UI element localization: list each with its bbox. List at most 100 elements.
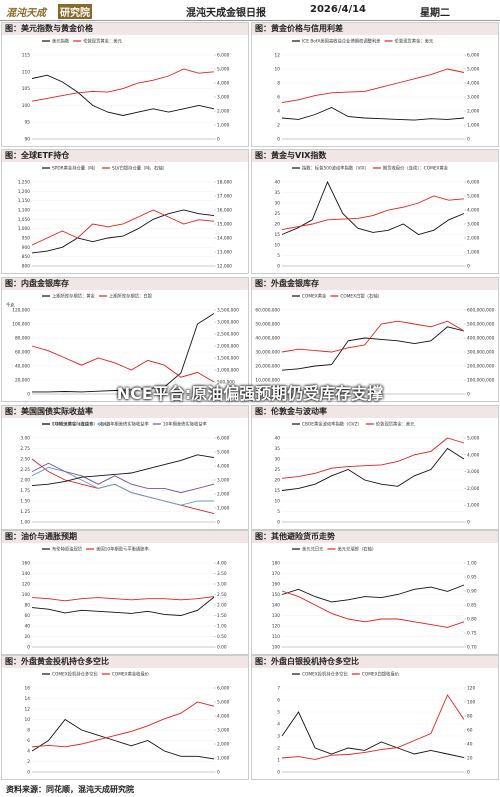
y2-tick-label: 13,000 bbox=[217, 250, 232, 256]
chart: 0 10,000,000 20,000,000 30,000,000 40,000,00… bbox=[255, 293, 495, 398]
series-line bbox=[31, 718, 215, 760]
y-tick-label: 30 bbox=[275, 201, 281, 207]
y2-tick-label: 3,000 bbox=[217, 478, 230, 484]
chart-panel: 图：美国国债实际收益率 1.00 1.25 1.50 1.75 2.00 2.25 2.50 2… bbox=[1, 405, 249, 530]
series-line bbox=[281, 694, 465, 760]
chart-title: 图：黄金与VIX指数 bbox=[252, 150, 498, 162]
y-tick-label: 2.75 bbox=[20, 446, 30, 452]
chart-panel: 图：美元指数与黄金价格 90 95 100 105 110 115 0 1,000 2,000 3,… bbox=[1, 22, 249, 147]
series-line bbox=[31, 596, 215, 602]
y-tick-label: 95 bbox=[25, 120, 31, 126]
y-tick-label: 180 bbox=[272, 561, 280, 567]
y-tick-label: 40,000 bbox=[15, 364, 30, 370]
chart-title: 图：油价与通胀预期 bbox=[2, 531, 248, 543]
chart-title: 图：伦敦金与波动率 bbox=[252, 406, 498, 418]
y-tick-label: 5 bbox=[277, 509, 280, 515]
y-tick-label: 35 bbox=[275, 190, 281, 196]
y-tick-label: 20 bbox=[275, 478, 281, 484]
y2-tick-label: 2,000 bbox=[467, 109, 480, 115]
y2-tick-label: 0.75 bbox=[467, 631, 477, 637]
y-tick-label: 20,000 bbox=[15, 378, 30, 384]
y2-tick-label: 500,000 bbox=[217, 380, 235, 386]
y2-tick-label: 1,000 bbox=[467, 503, 480, 509]
y-tick-label: 3 bbox=[277, 734, 280, 740]
y2-tick-label: 5,000 bbox=[467, 436, 480, 442]
y2-tick-label: 1,000 bbox=[467, 250, 480, 256]
legend-label: COMEX白银（右轴） bbox=[340, 293, 382, 300]
y-tick-label: 1,150 bbox=[18, 198, 31, 204]
y-tick-label: 6 bbox=[27, 738, 30, 744]
series-line bbox=[31, 466, 214, 506]
y-tick-label: 60,000 bbox=[15, 350, 30, 356]
y2-tick-label: 1.50 bbox=[217, 613, 227, 619]
y2-tick-label: 0 bbox=[217, 770, 220, 776]
y2-tick-label: 0 bbox=[467, 520, 470, 526]
chart: 800 850 900 950 1,000 1,050 1,100 1,150 1,200 1,2… bbox=[18, 165, 233, 270]
y2-tick-label: 0 bbox=[217, 392, 220, 398]
y-tick-label: 3.00 bbox=[20, 436, 30, 442]
y2-tick-label: 20 bbox=[467, 756, 473, 762]
y-tick-label: 20 bbox=[275, 222, 281, 228]
chart-panel: 图：黄金与VIX指数 0 5 10 15 20 25 30 35 40 0 1,000 2,000 3,0… bbox=[251, 149, 499, 274]
chart: 0 2 4 6 8 10 12 0 1,000 2,000 3,000 4,000 5,000 6,000… bbox=[275, 38, 480, 143]
y-tick-label: 15 bbox=[275, 232, 281, 238]
legend-label: CBOE黄金波动率指数（GVZ） bbox=[302, 421, 362, 428]
y-tick-label: 8 bbox=[277, 81, 280, 87]
y2-tick-label: 0.95 bbox=[467, 575, 477, 581]
y2-tick-label: 600,000,000 bbox=[467, 308, 495, 314]
y-tick-label: 5 bbox=[277, 253, 280, 259]
y-tick-label: 4 bbox=[27, 749, 30, 755]
y2-tick-label: 3,000 bbox=[467, 222, 480, 228]
logo: 研究院 bbox=[58, 4, 92, 19]
legend-label: COMEX黄金 bbox=[302, 293, 327, 300]
series-line bbox=[281, 447, 465, 491]
y-tick-label: 15 bbox=[275, 488, 281, 494]
y-tick-label: 90 bbox=[25, 137, 31, 143]
y-tick-label: 6 bbox=[277, 698, 280, 704]
y-tick-label: 0 bbox=[277, 137, 280, 143]
chart-title: 图：外盘金银库存 bbox=[252, 278, 498, 290]
y-tick-label: 105 bbox=[22, 86, 30, 92]
legend-label: 指数：标普500波动率指数（VIX） bbox=[302, 165, 369, 172]
chart-panel: 图：黄金价格与信用利差 0 2 4 6 8 10 12 0 1,000 2,000 3,000 4,00… bbox=[251, 22, 499, 147]
y2-tick-label: 18,000 bbox=[217, 180, 232, 186]
y-tick-label: 2 bbox=[27, 759, 30, 765]
y-tick-label: 1,100 bbox=[18, 208, 31, 214]
y2-tick-label: 2.00 bbox=[217, 603, 227, 609]
y2-tick-label: 1.00 bbox=[467, 561, 477, 567]
y-tick-label: 12 bbox=[25, 707, 31, 713]
y-tick-label: 10 bbox=[275, 243, 281, 249]
chart-title: 图：外盘黄金投机持仓多空比 bbox=[2, 656, 248, 668]
y-tick-label: 35 bbox=[275, 446, 281, 452]
series-line bbox=[31, 74, 215, 116]
y-tick-label: 110 bbox=[22, 69, 30, 75]
y2-tick-label: 3.50 bbox=[217, 571, 227, 577]
y2-tick-label: 4,000 bbox=[217, 464, 230, 470]
y2-tick-label: 0 bbox=[467, 392, 470, 398]
y-tick-label: 25 bbox=[275, 211, 281, 217]
y-tick-label: 1,250 bbox=[18, 180, 31, 186]
y-tick-label: 115 bbox=[22, 53, 30, 59]
y-tick-label: 160 bbox=[272, 582, 280, 588]
chart-title: 图：全球ETF持仓 bbox=[2, 150, 248, 162]
series-line bbox=[281, 590, 465, 628]
y-tick-label: 110 bbox=[272, 634, 280, 640]
y-tick-label: 0 bbox=[277, 520, 280, 526]
chart-title: 图：其他避险货币走势 bbox=[252, 531, 498, 543]
legend-label: 伦敦现货黄金：美元 bbox=[83, 38, 122, 45]
overlay-banner: NCE平台:原油偏强预期仍受库存支撑 bbox=[116, 384, 384, 403]
y2-tick-label: 3,000 bbox=[217, 95, 230, 101]
y-tick-label: 30,000,000 bbox=[255, 350, 280, 356]
y-tick-label: 40 bbox=[25, 624, 31, 630]
series-line bbox=[281, 326, 465, 371]
y2-tick-label: 2,000 bbox=[467, 486, 480, 492]
y2-tick-label: 5,000 bbox=[467, 67, 480, 73]
y-tick-label: 850 bbox=[22, 254, 30, 260]
chart-title: 图：美国国债实际收益率 bbox=[2, 406, 248, 418]
legend-label: 美国10年期盈亏平衡通胀率 bbox=[96, 546, 149, 553]
y2-tick-label: 2,000,000 bbox=[217, 344, 239, 350]
y-tick-label: 80 bbox=[25, 603, 31, 609]
legend-label: 期货收盘价（连续）：COMEX黄金 bbox=[383, 165, 449, 172]
y2-tick-label: 100 bbox=[467, 700, 475, 706]
